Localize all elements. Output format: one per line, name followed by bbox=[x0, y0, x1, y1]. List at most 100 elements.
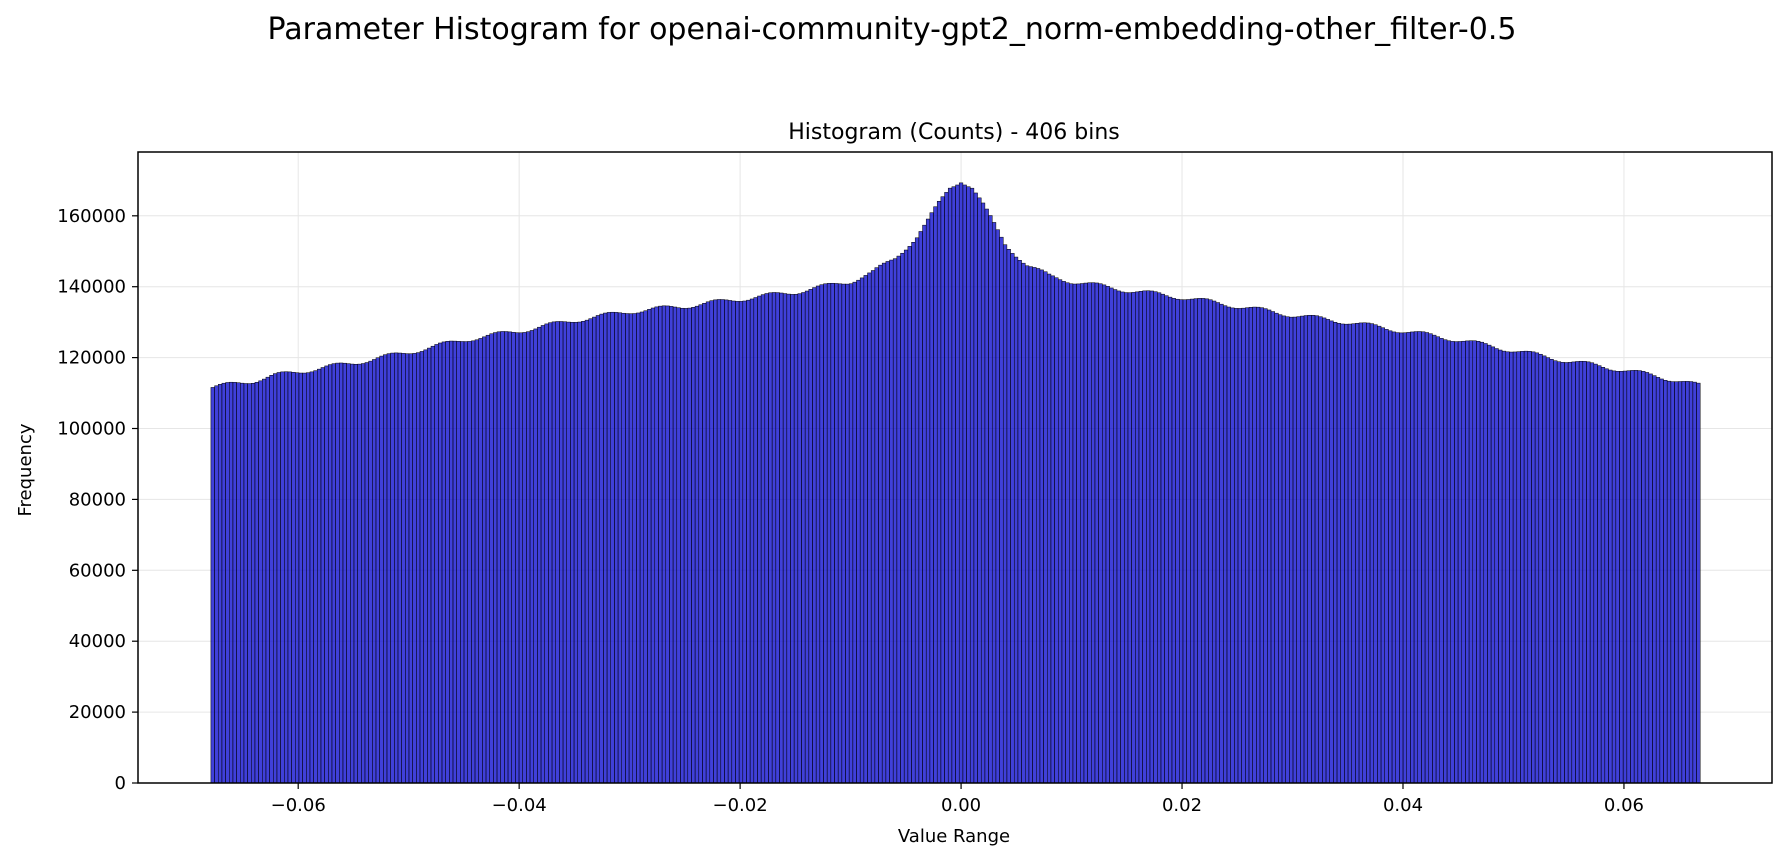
histogram-bar bbox=[768, 292, 773, 784]
histogram-bar bbox=[401, 353, 406, 784]
y-tick-label: 120000 bbox=[57, 348, 126, 369]
histogram-bar bbox=[1347, 323, 1352, 784]
histogram-bar bbox=[1201, 298, 1206, 784]
histogram-bar bbox=[1142, 290, 1147, 784]
histogram-bar bbox=[1542, 355, 1547, 784]
histogram-bar bbox=[1674, 381, 1679, 784]
histogram-bar bbox=[848, 283, 854, 784]
histogram-bar bbox=[940, 196, 945, 784]
histogram-bar bbox=[856, 279, 861, 784]
histogram-bar bbox=[786, 293, 791, 784]
histogram-bar bbox=[419, 351, 424, 784]
histogram-bar bbox=[834, 283, 839, 784]
histogram-bar bbox=[1516, 351, 1521, 784]
histogram-bar bbox=[438, 342, 443, 784]
histogram-bar bbox=[529, 330, 534, 784]
histogram-bar bbox=[247, 383, 252, 784]
histogram-bar bbox=[694, 305, 700, 784]
histogram-bar bbox=[445, 341, 450, 784]
histogram-bar bbox=[599, 313, 604, 784]
x-tick-label: −0.06 bbox=[271, 795, 326, 816]
y-tick-label: 20000 bbox=[69, 702, 126, 723]
histogram-bar bbox=[478, 338, 483, 784]
histogram-bar bbox=[463, 341, 468, 784]
histogram-bar bbox=[1215, 302, 1220, 784]
histogram-bar bbox=[782, 293, 788, 784]
histogram-bar bbox=[386, 353, 391, 784]
histogram-bar bbox=[540, 325, 545, 784]
x-axis-label: Value Range bbox=[898, 826, 1010, 847]
histogram-bar bbox=[1160, 293, 1165, 784]
histogram-bar bbox=[269, 375, 274, 784]
histogram-bar bbox=[683, 308, 689, 784]
histogram-bar bbox=[1465, 340, 1470, 784]
histogram-bar bbox=[658, 305, 663, 784]
histogram-bar bbox=[636, 312, 641, 784]
histogram-bar bbox=[1421, 331, 1426, 784]
histogram-bar bbox=[1281, 315, 1286, 784]
histogram-bar bbox=[1002, 244, 1008, 784]
histogram-bar bbox=[1670, 381, 1675, 784]
histogram-bar bbox=[724, 299, 729, 784]
histogram-bar bbox=[1135, 291, 1140, 784]
histogram-bar bbox=[804, 290, 810, 784]
histogram-bar bbox=[1047, 273, 1052, 784]
y-axis-label: Frequency bbox=[15, 423, 36, 516]
histogram-bar bbox=[709, 300, 714, 784]
histogram-bar bbox=[1652, 375, 1657, 784]
histogram-bar bbox=[980, 202, 986, 784]
histogram-bar bbox=[427, 347, 432, 784]
histogram-bar bbox=[471, 340, 476, 784]
histogram-bar bbox=[885, 261, 890, 784]
histogram-bar bbox=[1193, 298, 1198, 784]
histogram-bar bbox=[823, 283, 828, 784]
histogram-bar bbox=[1050, 275, 1055, 784]
histogram-bar bbox=[819, 284, 824, 784]
histogram-bar bbox=[221, 382, 226, 784]
histogram-bar bbox=[434, 344, 439, 784]
histogram-bar bbox=[577, 321, 582, 784]
histogram-bar bbox=[1069, 283, 1074, 784]
histogram-bar bbox=[1619, 371, 1624, 784]
histogram-bar bbox=[1065, 282, 1070, 784]
histogram-bar bbox=[889, 259, 894, 784]
histogram-bar bbox=[335, 362, 340, 784]
histogram-bar bbox=[306, 372, 311, 784]
histogram-bar bbox=[265, 376, 270, 784]
histogram-bar bbox=[1127, 292, 1132, 784]
histogram-bar bbox=[430, 345, 435, 784]
histogram-bar bbox=[375, 357, 380, 784]
histogram-bar bbox=[394, 352, 399, 784]
histogram-bar bbox=[339, 362, 344, 784]
histogram-bar bbox=[738, 301, 744, 784]
histogram-bar bbox=[397, 352, 402, 784]
histogram-bar bbox=[973, 192, 978, 784]
histogram-bar bbox=[1036, 268, 1041, 784]
x-tick-label: −0.04 bbox=[492, 795, 547, 816]
histogram-bar bbox=[1329, 320, 1334, 784]
histogram-bar bbox=[1688, 381, 1694, 784]
histogram-bar bbox=[716, 299, 722, 784]
histogram-bar bbox=[357, 363, 362, 784]
histogram-bar bbox=[1487, 344, 1492, 784]
histogram-bar bbox=[210, 387, 215, 784]
histogram-bar bbox=[874, 267, 879, 784]
histogram-bar bbox=[1692, 381, 1697, 784]
histogram-bar bbox=[504, 331, 509, 784]
histogram-bar bbox=[654, 306, 659, 784]
x-tick-label: 0.02 bbox=[1162, 795, 1202, 816]
x-tick-label: 0.04 bbox=[1383, 795, 1423, 816]
histogram-bar bbox=[1171, 298, 1176, 784]
histogram-bar bbox=[1146, 290, 1151, 784]
histogram-bar bbox=[845, 283, 850, 784]
histogram-bar bbox=[1509, 351, 1514, 784]
histogram-bar bbox=[944, 192, 949, 784]
histogram-bar bbox=[1058, 279, 1063, 784]
histogram-bar bbox=[507, 331, 512, 784]
y-tick-label: 0 bbox=[115, 773, 126, 794]
histogram-bar bbox=[801, 292, 806, 784]
histogram-bar bbox=[1685, 381, 1690, 784]
histogram-bar bbox=[1399, 332, 1404, 784]
histogram-bar bbox=[1388, 330, 1393, 784]
histogram-bar bbox=[1663, 380, 1668, 784]
